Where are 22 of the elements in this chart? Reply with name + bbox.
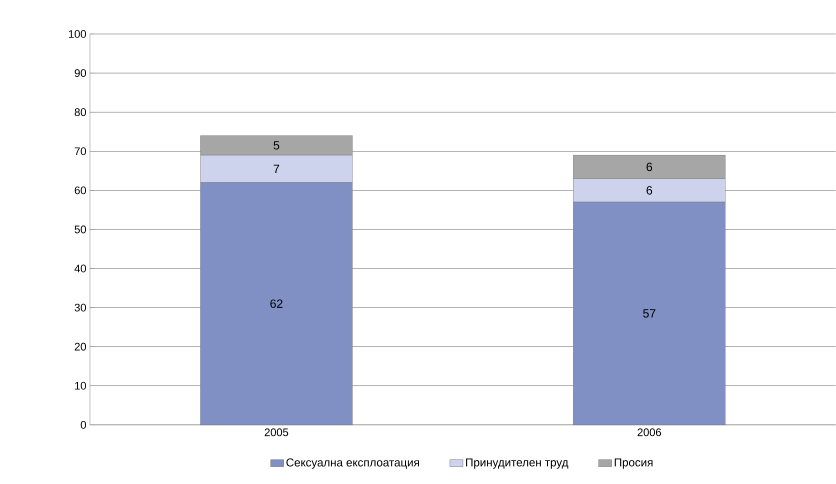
y-tick-label: 40	[74, 264, 86, 272]
y-tick-label: 100	[68, 30, 86, 38]
y-tick-label: 80	[74, 108, 86, 116]
data-label: 5	[274, 141, 280, 150]
y-tick-label: 0	[80, 421, 86, 429]
legend-label: Сексуална експлоатация	[286, 458, 419, 469]
data-label: 57	[643, 309, 656, 318]
data-label: 62	[270, 300, 282, 308]
data-label: 6	[646, 186, 652, 195]
legend-label: Принудителен труд	[466, 458, 568, 469]
data-label: 7	[274, 164, 280, 174]
y-tick-label: 50	[74, 226, 86, 234]
x-tick-label: 2006	[638, 428, 662, 436]
y-tick-label: 70	[74, 147, 86, 156]
x-tick-label: 2005	[264, 428, 288, 436]
data-label: 6	[646, 162, 652, 172]
y-tick-label: 60	[74, 186, 86, 194]
y-tick-label: 10	[75, 382, 86, 390]
y-tick-label: 90	[74, 69, 86, 78]
y-tick-label: 20	[74, 342, 86, 351]
y-tick-label: 30	[74, 304, 86, 312]
legend-label: Просия	[614, 458, 652, 469]
